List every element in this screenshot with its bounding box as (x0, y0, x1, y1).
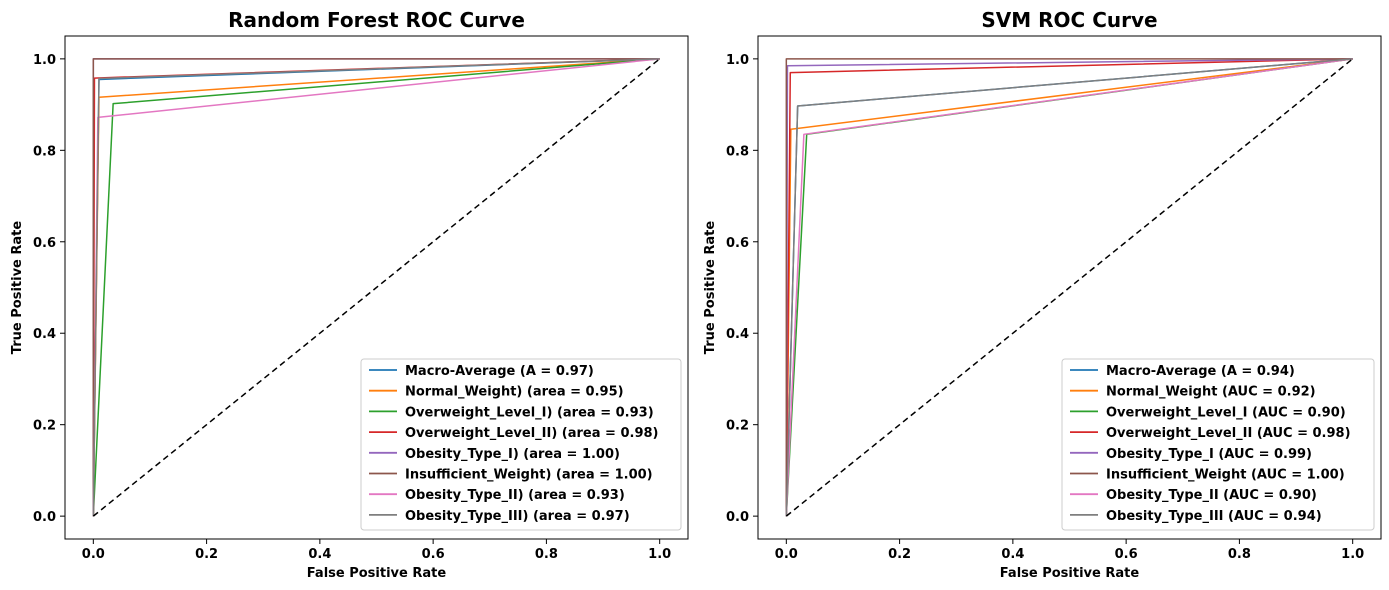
chart-title: Random Forest ROC Curve (228, 8, 525, 32)
y-tick-label: 1.0 (726, 53, 749, 68)
legend-box (360, 358, 682, 531)
legend: Macro-Average (A = 0.97) Normal_Weight) (… (360, 358, 682, 531)
x-tick-label: 0.6 (1115, 547, 1138, 562)
x-axis-label: False Positive Rate (1000, 566, 1140, 581)
legend-entry-series-5: Obesity_Type_I (AUC = 0.99) (1106, 447, 1312, 462)
y-tick-label: 0.6 (33, 236, 56, 251)
x-tick-label: 0.8 (1228, 547, 1251, 562)
legend-entry-series-1: Macro-Average (A = 0.94) (1106, 364, 1295, 379)
roc-line-series-6 (92, 58, 660, 517)
x-axis-label: False Positive Rate (307, 566, 447, 581)
roc-chart-1: Random Forest ROC Curve False Positive Ra… (10, 8, 689, 581)
x-tick-label: 0.0 (775, 547, 798, 562)
roc-line-series-6 (785, 58, 1353, 517)
roc-chart-2: SVM ROC Curve False Positive Rate True Pos… (703, 8, 1382, 581)
legend-entry-series-3: Overweight_Level_I (AUC = 0.90) (1106, 405, 1346, 420)
legend-entry-series-4: Overweight_Level_II) (area = 0.98) (405, 426, 658, 441)
y-tick-label: 0.4 (33, 327, 56, 342)
x-tick-label: 1.0 (1341, 547, 1364, 562)
x-tick-label: 0.0 (82, 547, 105, 562)
y-tick-label: 0.0 (33, 510, 56, 525)
x-tick-label: 0.2 (195, 547, 218, 562)
x-tick-label: 0.4 (308, 547, 331, 562)
chart-title: SVM ROC Curve (981, 8, 1157, 32)
y-tick-label: 0.6 (726, 236, 749, 251)
x-tick-label: 1.0 (648, 547, 671, 562)
legend-entry-series-5: Obesity_Type_I) (area = 1.00) (405, 447, 620, 462)
legend-entry-series-2: Normal_Weight) (area = 0.95) (405, 385, 624, 400)
legend-entry-series-6: Insufficient_Weight) (area = 1.00) (405, 468, 653, 483)
legend-entry-series-7: Obesity_Type_II (AUC = 0.90) (1106, 488, 1317, 503)
y-tick-label: 0.2 (726, 419, 749, 434)
roc-line-series-3 (92, 58, 660, 517)
y-tick-label: 0.2 (33, 419, 56, 434)
axes-frame (64, 35, 689, 540)
legend-entry-series-3: Overweight_Level_I) (area = 0.93) (405, 405, 654, 420)
legend-entry-series-7: Obesity_Type_II) (area = 0.93) (405, 488, 625, 503)
y-tick-label: 0.8 (726, 144, 749, 159)
roc-line-series-7 (785, 58, 1353, 517)
axes-frame (757, 35, 1382, 540)
legend-entry-series-6: Insufficient_Weight (AUC = 1.00) (1106, 468, 1345, 483)
legend-entry-series-8: Obesity_Type_III) (area = 0.97) (405, 509, 630, 524)
y-tick-label: 0.8 (33, 144, 56, 159)
legend-entry-series-8: Obesity_Type_III (AUC = 0.94) (1106, 509, 1322, 524)
x-tick-label: 0.2 (888, 547, 911, 562)
legend-entry-series-4: Overweight_Level_II (AUC = 0.98) (1106, 426, 1351, 441)
y-axis-label: True Positive Rate (10, 221, 25, 355)
y-tick-label: 1.0 (33, 53, 56, 68)
roc-line-series-8 (92, 58, 660, 517)
y-tick-label: 0.4 (726, 327, 749, 342)
y-axis-label: True Positive Rate (703, 221, 718, 355)
roc-line-series-8 (785, 58, 1353, 517)
chance-diagonal-line (92, 58, 661, 517)
legend-box (1061, 358, 1375, 531)
roc-line-series-4 (785, 58, 1353, 517)
legend-entry-series-1: Macro-Average (A = 0.97) (405, 364, 594, 379)
x-tick-label: 0.8 (535, 547, 558, 562)
legend-entry-series-2: Normal_Weight (AUC = 0.92) (1106, 385, 1316, 400)
y-tick-label: 0.0 (726, 510, 749, 525)
x-tick-label: 0.6 (422, 547, 445, 562)
chance-diagonal-line (785, 58, 1354, 517)
x-tick-label: 0.4 (1001, 547, 1024, 562)
legend: Macro-Average (A = 0.94) Normal_Weight (A… (1061, 358, 1375, 531)
